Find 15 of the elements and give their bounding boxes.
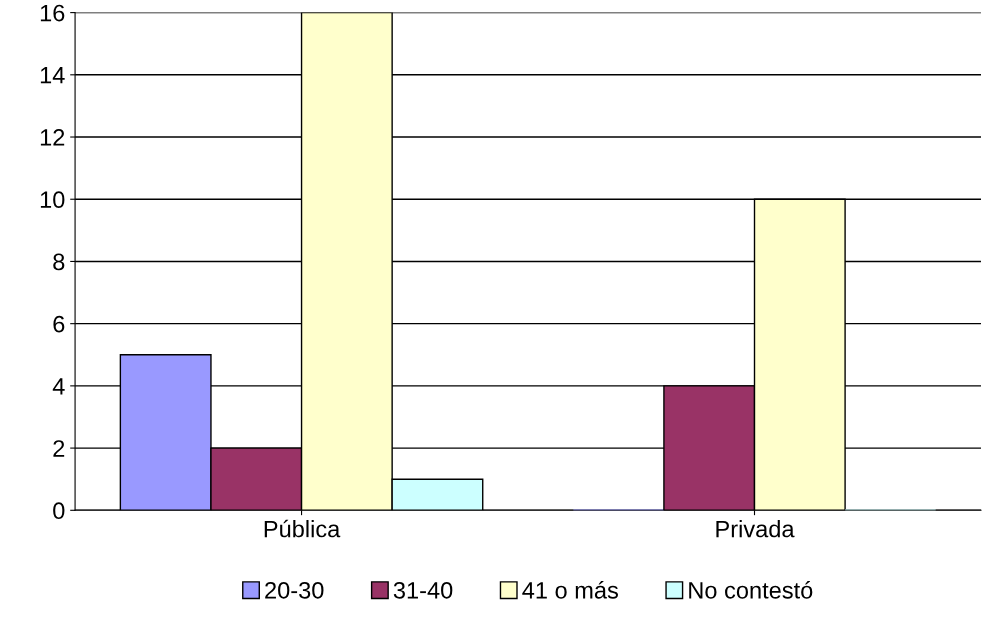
y-tick-label: 4: [52, 378, 65, 395]
legend-label: 41 o más: [522, 581, 618, 599]
y-tick-label: 12: [40, 129, 65, 146]
y-tick-label: 6: [53, 315, 65, 333]
y-tick-label: 14: [40, 67, 65, 84]
y-tick-label: 2: [53, 440, 65, 457]
y-tick-label: 16: [40, 4, 65, 22]
x-tick-label: Pública: [264, 519, 341, 538]
y-tick-label: 0: [53, 502, 65, 520]
x-tick-label: Privada: [716, 520, 795, 538]
y-tick-label: 10: [40, 191, 65, 209]
legend-label: 20-30: [265, 581, 324, 599]
legend-label: 31-40: [393, 581, 453, 599]
legend-label: No contestó: [689, 581, 813, 599]
y-tick-label: 8: [53, 253, 65, 271]
